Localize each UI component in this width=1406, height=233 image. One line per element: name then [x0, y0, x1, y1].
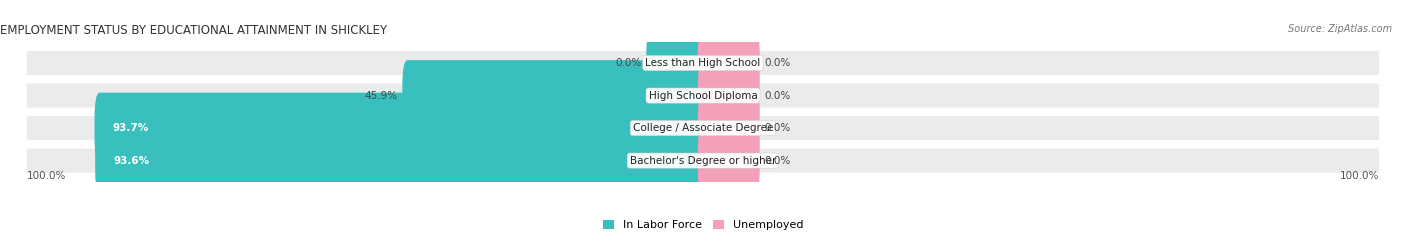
FancyBboxPatch shape	[697, 28, 759, 99]
Text: 0.0%: 0.0%	[765, 58, 790, 68]
FancyBboxPatch shape	[647, 28, 709, 99]
Text: 0.0%: 0.0%	[765, 91, 790, 101]
Text: Source: ZipAtlas.com: Source: ZipAtlas.com	[1288, 24, 1392, 34]
Text: Less than High School: Less than High School	[645, 58, 761, 68]
Text: 45.9%: 45.9%	[364, 91, 398, 101]
Text: 0.0%: 0.0%	[616, 58, 641, 68]
FancyBboxPatch shape	[27, 84, 1379, 108]
Text: EMPLOYMENT STATUS BY EDUCATIONAL ATTAINMENT IN SHICKLEY: EMPLOYMENT STATUS BY EDUCATIONAL ATTAINM…	[0, 24, 388, 37]
FancyBboxPatch shape	[697, 60, 759, 131]
FancyBboxPatch shape	[27, 116, 1379, 140]
Text: 100.0%: 100.0%	[1340, 171, 1379, 181]
FancyBboxPatch shape	[27, 51, 1379, 75]
Text: 0.0%: 0.0%	[765, 123, 790, 133]
FancyBboxPatch shape	[27, 149, 1379, 173]
FancyBboxPatch shape	[96, 125, 709, 196]
FancyBboxPatch shape	[697, 93, 759, 164]
Text: 93.6%: 93.6%	[114, 156, 149, 166]
FancyBboxPatch shape	[94, 93, 709, 164]
FancyBboxPatch shape	[697, 125, 759, 196]
FancyBboxPatch shape	[402, 60, 709, 131]
Text: 100.0%: 100.0%	[27, 171, 66, 181]
Text: Bachelor's Degree or higher: Bachelor's Degree or higher	[630, 156, 776, 166]
Text: 93.7%: 93.7%	[112, 123, 149, 133]
Text: High School Diploma: High School Diploma	[648, 91, 758, 101]
Legend: In Labor Force, Unemployed: In Labor Force, Unemployed	[598, 216, 808, 233]
Text: 0.0%: 0.0%	[765, 156, 790, 166]
Text: College / Associate Degree: College / Associate Degree	[633, 123, 773, 133]
